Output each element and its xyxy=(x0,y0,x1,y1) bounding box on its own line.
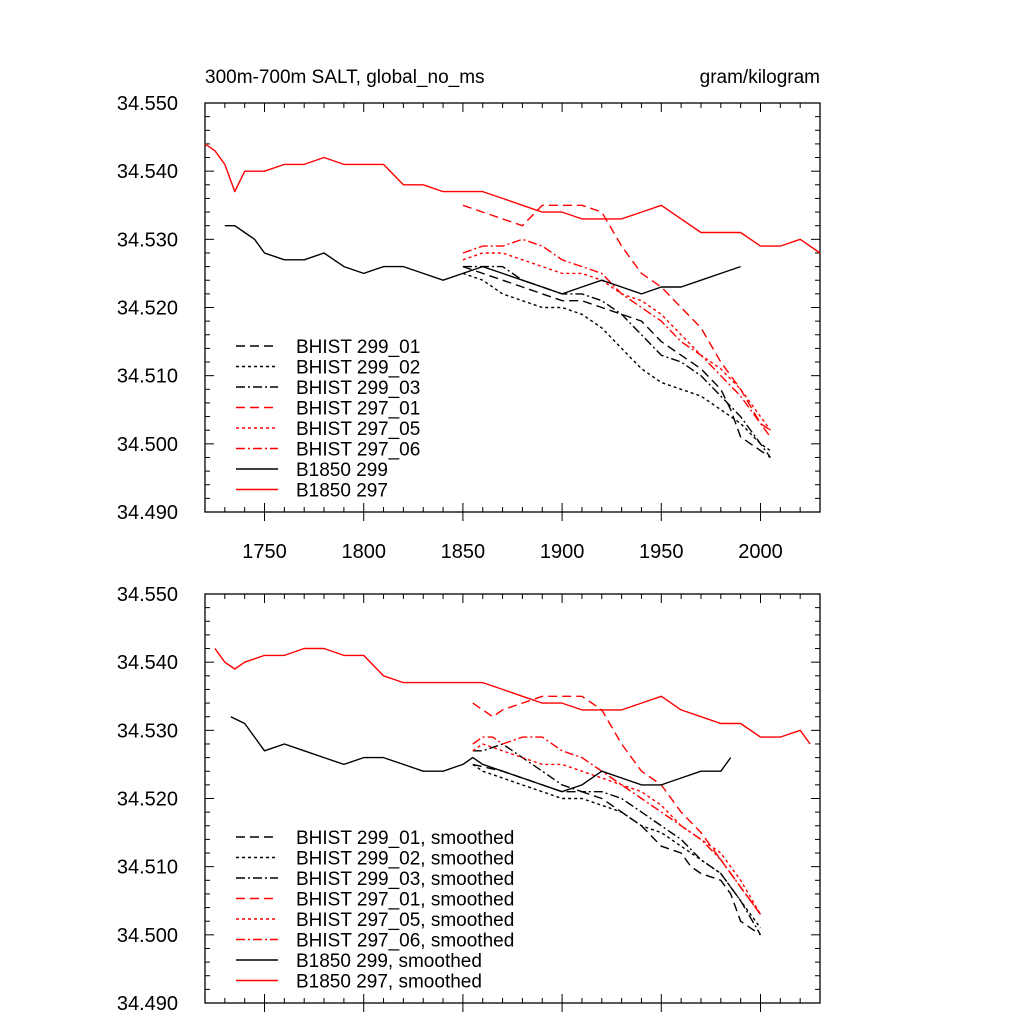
y-tick-label: 34.550 xyxy=(117,93,178,115)
legend-label: BHIST 299_03, smoothed xyxy=(296,869,514,890)
series-line xyxy=(472,736,762,915)
legend-label: BHIST 297_01 xyxy=(296,399,420,420)
y-tick-label: 34.520 xyxy=(117,298,178,320)
legend-label: BHIST 299_01 xyxy=(296,337,420,358)
x-tick-label: 1750 xyxy=(242,541,287,563)
series-line xyxy=(204,143,821,254)
x-tick-label: 1900 xyxy=(540,541,585,563)
x-tick-label: 1950 xyxy=(639,541,684,563)
legend-label: B1850 297, smoothed xyxy=(296,972,482,993)
y-tick-label: 34.540 xyxy=(117,161,178,183)
series-line xyxy=(472,763,762,929)
series-line xyxy=(462,265,771,458)
legend-label: BHIST 299_01, smoothed xyxy=(296,828,514,849)
bottom-panel: 34.490 34.500 34.510 34.520 34.530 34.540 34.5… xyxy=(117,584,821,1015)
legend-label: BHIST 297_06, smoothed xyxy=(296,931,514,952)
y-tick-label: 34.500 xyxy=(117,925,178,947)
legend-label: BHIST 299_02 xyxy=(296,358,420,379)
x-tick-label: 1800 xyxy=(341,541,386,563)
legend-label: BHIST 297_06 xyxy=(296,440,420,461)
series-line xyxy=(462,272,771,452)
legend-label: BHIST 297_05 xyxy=(296,419,420,440)
legend-label: BHIST 299_02, smoothed xyxy=(296,849,514,870)
series-line xyxy=(472,695,762,915)
top-panel: 34.490 34.500 34.510 34.520 34.530 34.540 34.5… xyxy=(117,67,821,563)
chart-title: 300m-700m SALT, global_no_ms xyxy=(205,67,485,88)
y-tick-label: 34.490 xyxy=(117,502,178,524)
y-tick-label: 34.550 xyxy=(117,584,178,606)
y-tick-label: 34.510 xyxy=(117,366,178,388)
x-tick-label: 2000 xyxy=(738,541,783,563)
y-tick-label: 34.540 xyxy=(117,652,178,674)
legend-label: B1850 299, smoothed xyxy=(296,951,482,972)
legend-label: B1850 297 xyxy=(296,481,388,502)
y-tick-label: 34.520 xyxy=(117,789,178,811)
legend-label: B1850 299 xyxy=(296,460,388,481)
x-tick-label: 1850 xyxy=(441,541,486,563)
legend-label: BHIST 297_05, smoothed xyxy=(296,910,514,931)
series-line xyxy=(472,763,761,936)
series-line xyxy=(462,252,771,431)
y-tick-label: 34.530 xyxy=(117,229,178,251)
y-tick-label: 34.500 xyxy=(117,434,178,456)
series-line xyxy=(230,716,732,793)
series-line xyxy=(462,204,771,431)
series-line xyxy=(224,225,741,295)
units-label: gram/kilogram xyxy=(700,67,820,88)
y-tick-label: 34.510 xyxy=(117,857,178,879)
series-line xyxy=(214,647,811,745)
series-line xyxy=(462,265,771,459)
series-line xyxy=(472,743,762,915)
legend-label: BHIST 299_03 xyxy=(296,378,420,399)
y-tick-label: 34.490 xyxy=(117,993,178,1015)
legend-label: BHIST 297_01, smoothed xyxy=(296,890,514,911)
series-line xyxy=(472,743,762,936)
y-tick-label: 34.530 xyxy=(117,720,178,742)
series-line xyxy=(462,238,771,438)
